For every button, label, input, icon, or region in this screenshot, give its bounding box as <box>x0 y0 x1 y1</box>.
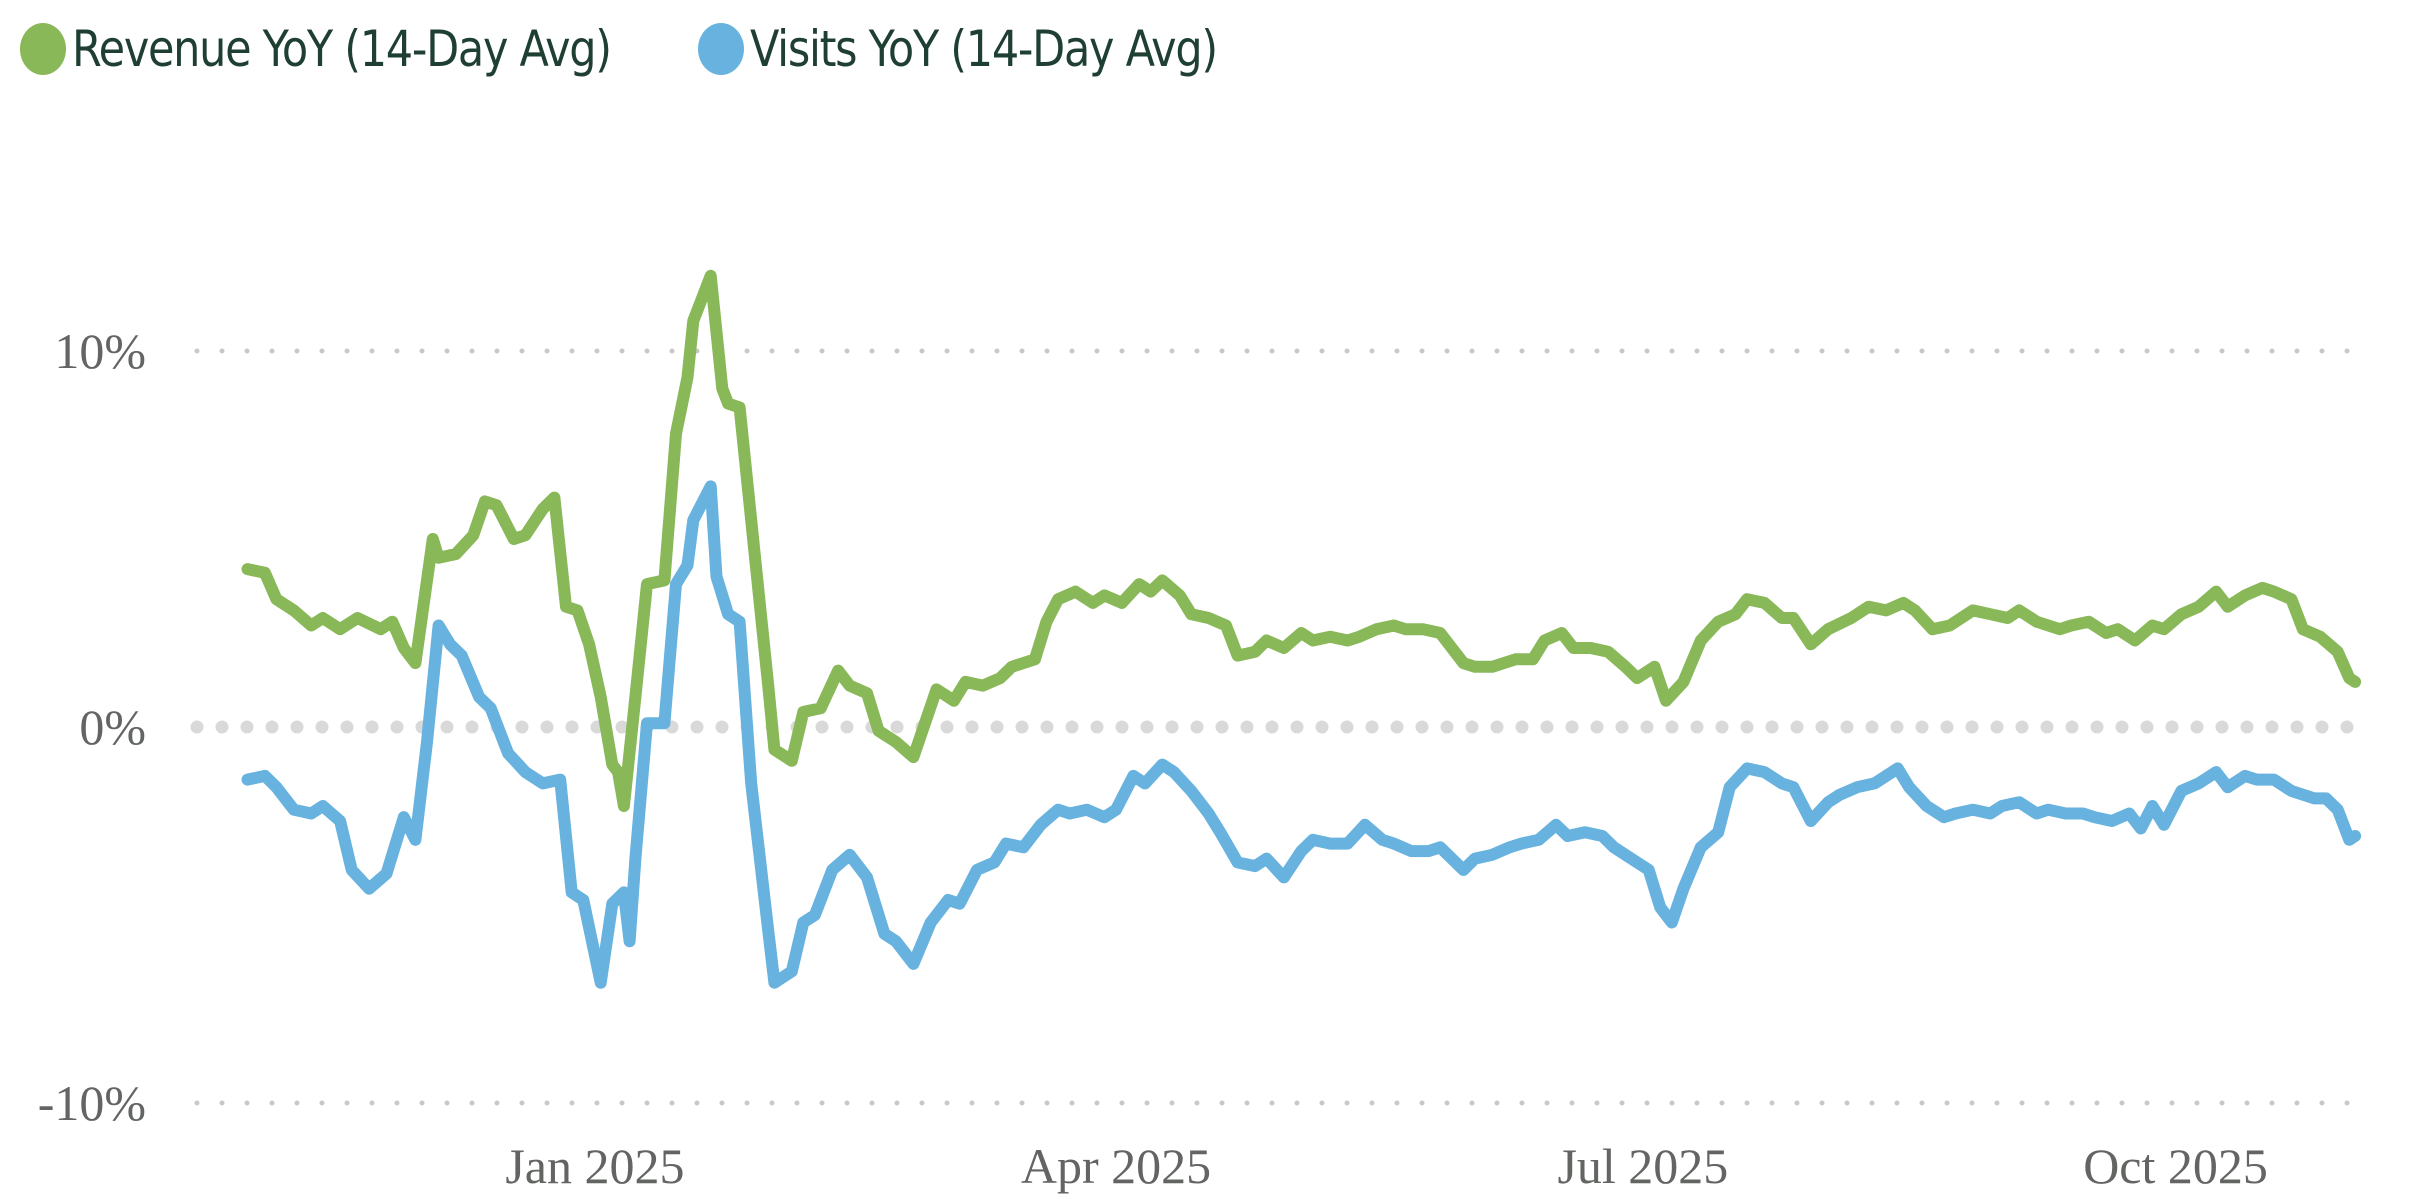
legend-item-visits[interactable]: Visits YoY (14-Day Avg) <box>698 20 1219 78</box>
x-axis-tick-labels: Jan 2025 Apr 2025 Jul 2025 Oct 2025 <box>505 1138 2268 1194</box>
x-tick-label: Oct 2025 <box>2083 1138 2268 1194</box>
legend-marker-visits-icon <box>698 23 745 75</box>
x-tick-label: Jan 2025 <box>505 1138 684 1194</box>
legend-label-revenue: Revenue YoY (14-Day Avg) <box>72 20 612 78</box>
legend-marker-revenue-icon <box>20 23 66 75</box>
revenue-yoy-line[interactable] <box>241 269 2362 812</box>
y-gridlines <box>190 348 2379 1106</box>
y-tick-label: 10% <box>54 323 146 379</box>
chart-legend: Revenue YoY (14-Day Avg) Visits YoY (14-… <box>20 14 1219 84</box>
y-tick-label: 0% <box>79 699 146 755</box>
data-series-lines <box>241 269 2362 989</box>
x-tick-label: Jul 2025 <box>1557 1138 1728 1194</box>
legend-label-visits: Visits YoY (14-Day Avg) <box>750 20 1218 78</box>
y-tick-label: -10% <box>38 1075 146 1131</box>
visits-yoy-line[interactable] <box>241 480 2362 989</box>
y-axis-tick-labels: 10% 0% -10% <box>38 323 146 1131</box>
x-tick-label: Apr 2025 <box>1021 1138 1211 1194</box>
legend-item-revenue[interactable]: Revenue YoY (14-Day Avg) <box>20 20 618 78</box>
